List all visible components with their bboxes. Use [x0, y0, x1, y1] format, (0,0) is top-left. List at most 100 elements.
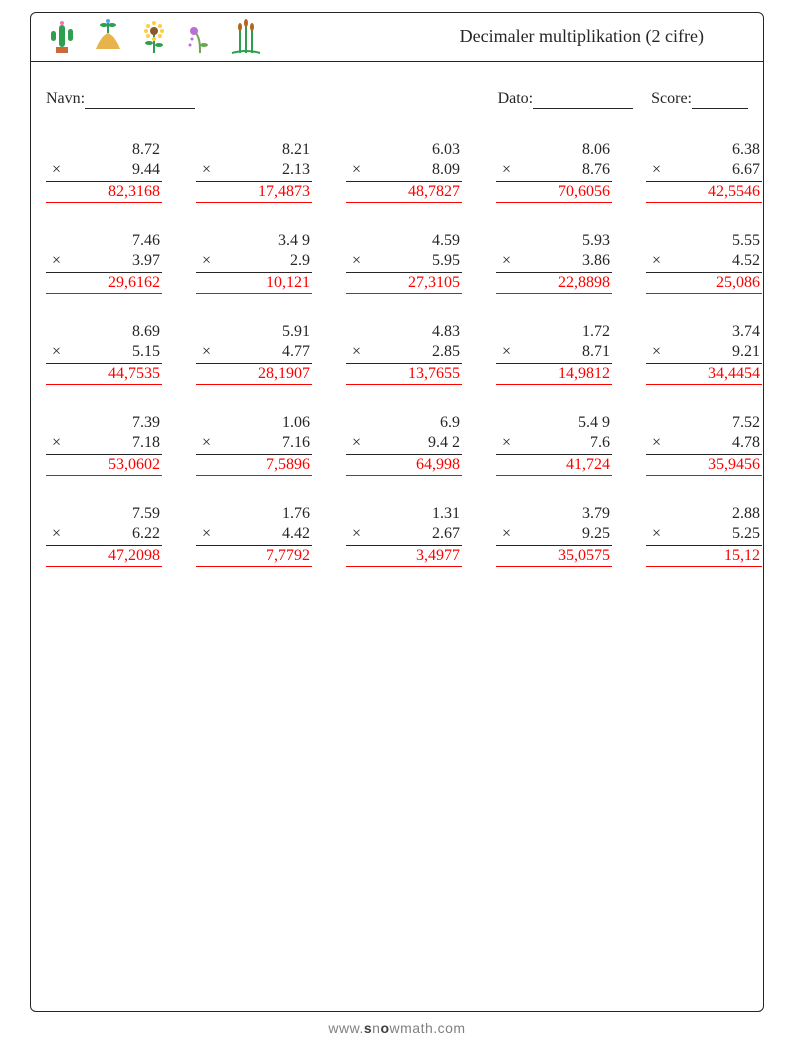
answer: 27,3105 — [346, 273, 462, 294]
operand-b-row: ×7.16 — [196, 433, 312, 455]
sprout-icon — [90, 19, 126, 55]
operand-b-row: ×4.52 — [646, 251, 762, 273]
multiply-symbol: × — [46, 524, 61, 544]
operand-b: 3.97 — [132, 251, 162, 271]
operand-a: 8.72 — [46, 140, 162, 160]
operand-b: 4.78 — [732, 433, 762, 453]
problem: 2.88× 5.2515,12 — [646, 504, 762, 567]
footer-pre: www. — [328, 1020, 363, 1036]
operand-b: 7.18 — [132, 433, 162, 453]
answer: 64,998 — [346, 455, 462, 476]
problem: 8.06×8.7670,6056 — [496, 140, 612, 203]
answer: 25,086 — [646, 273, 762, 294]
answer: 70,6056 — [496, 182, 612, 203]
answer: 35,9456 — [646, 455, 762, 476]
answer: 34,4454 — [646, 364, 762, 385]
problem: 5.4 9×7.641,724 — [496, 413, 612, 476]
operand-b-row: × 6.67 — [646, 160, 762, 182]
operand-a: 5.4 9 — [496, 413, 612, 433]
operand-b: 2.85 — [432, 342, 462, 362]
operand-b: 4.77 — [282, 342, 312, 362]
multiply-symbol: × — [46, 251, 61, 271]
operand-b-row: ×9.44 — [46, 160, 162, 182]
operand-b-row: ×8.76 — [496, 160, 612, 182]
operand-b: 6.67 — [732, 160, 762, 180]
multiply-symbol: × — [496, 433, 511, 453]
problem: 8.69×5.1544,7535 — [46, 322, 162, 385]
name-label: Navn: — [46, 90, 85, 109]
multiply-symbol: × — [346, 524, 361, 544]
multiply-symbol: × — [346, 433, 361, 453]
answer: 48,7827 — [346, 182, 462, 203]
score-blank[interactable] — [692, 90, 748, 109]
problem: 6.38× 6.6742,5546 — [646, 140, 762, 203]
problem: 1.76×4.427,7792 — [196, 504, 312, 567]
problem: 1.31×2.673,4977 — [346, 504, 462, 567]
answer: 41,724 — [496, 455, 612, 476]
problem: 6.03×8.0948,7827 — [346, 140, 462, 203]
operand-b: 8.71 — [582, 342, 612, 362]
problem: 7.59×6.2247,2098 — [46, 504, 162, 567]
multiply-symbol: × — [346, 251, 361, 271]
operand-a: 6.03 — [346, 140, 462, 160]
operand-b: 5.25 — [732, 524, 762, 544]
reeds-icon — [228, 19, 264, 55]
operand-b: 4.42 — [282, 524, 312, 544]
footer-b1: s — [364, 1020, 372, 1036]
answer: 14,9812 — [496, 364, 612, 385]
operand-a: 8.21 — [196, 140, 312, 160]
footer-url: www.snowmath.com — [0, 1020, 794, 1036]
problem: 3.4 9×2.910,121 — [196, 231, 312, 294]
answer: 42,5546 — [646, 182, 762, 203]
operand-b: 9.44 — [132, 160, 162, 180]
date-blank[interactable] — [533, 90, 633, 109]
answer: 29,6162 — [46, 273, 162, 294]
answer: 28,1907 — [196, 364, 312, 385]
operand-b: 9.4 2 — [428, 433, 462, 453]
operand-b-row: ×2.85 — [346, 342, 462, 364]
operand-a: 1.76 — [196, 504, 312, 524]
operand-a: 5.55 — [646, 231, 762, 251]
operand-a: 3.79 — [496, 504, 612, 524]
multiply-symbol: × — [196, 433, 211, 453]
operand-a: 7.46 — [46, 231, 162, 251]
operand-b-row: ×5.15 — [46, 342, 162, 364]
problem: 1.72×8.7114,9812 — [496, 322, 612, 385]
multiply-symbol: × — [646, 160, 661, 180]
problem: 8.72×9.4482,3168 — [46, 140, 162, 203]
answer: 22,8898 — [496, 273, 612, 294]
problem: 8.21×2.1317,4873 — [196, 140, 312, 203]
operand-a: 1.31 — [346, 504, 462, 524]
operand-b-row: ×8.09 — [346, 160, 462, 182]
problems-grid: 8.72×9.4482,31688.21×2.1317,48736.03×8.0… — [46, 140, 748, 567]
answer: 82,3168 — [46, 182, 162, 203]
problem: 3.74×9.2134,4454 — [646, 322, 762, 385]
multiply-symbol: × — [46, 342, 61, 362]
operand-a: 4.83 — [346, 322, 462, 342]
multiply-symbol: × — [196, 251, 211, 271]
info-row: Navn: Dato: Score: — [46, 90, 748, 109]
operand-b-row: × 9.25 — [496, 524, 612, 546]
problem: 4.59×5.9527,3105 — [346, 231, 462, 294]
answer: 10,121 — [196, 273, 312, 294]
operand-b-row: × 3.97 — [46, 251, 162, 273]
date-label: Dato: — [498, 90, 534, 109]
operand-b-row: ×2.13 — [196, 160, 312, 182]
operand-b-row: ×7.18 — [46, 433, 162, 455]
operand-b: 9.21 — [732, 342, 762, 362]
operand-a: 7.59 — [46, 504, 162, 524]
operand-a: 8.06 — [496, 140, 612, 160]
operand-b: 9.25 — [582, 524, 612, 544]
multiply-symbol: × — [496, 524, 511, 544]
operand-a: 2.88 — [646, 504, 762, 524]
multiply-symbol: × — [196, 342, 211, 362]
operand-b-row: ×7.6 — [496, 433, 612, 455]
operand-b: 4.52 — [732, 251, 762, 271]
answer: 15,12 — [646, 546, 762, 567]
problem: 3.79×9.2535,0575 — [496, 504, 612, 567]
operand-a: 6.38 — [646, 140, 762, 160]
answer: 44,7535 — [46, 364, 162, 385]
multiply-symbol: × — [646, 524, 661, 544]
name-blank[interactable] — [85, 90, 195, 109]
operand-b-row: × 9.4 2 — [346, 433, 462, 455]
